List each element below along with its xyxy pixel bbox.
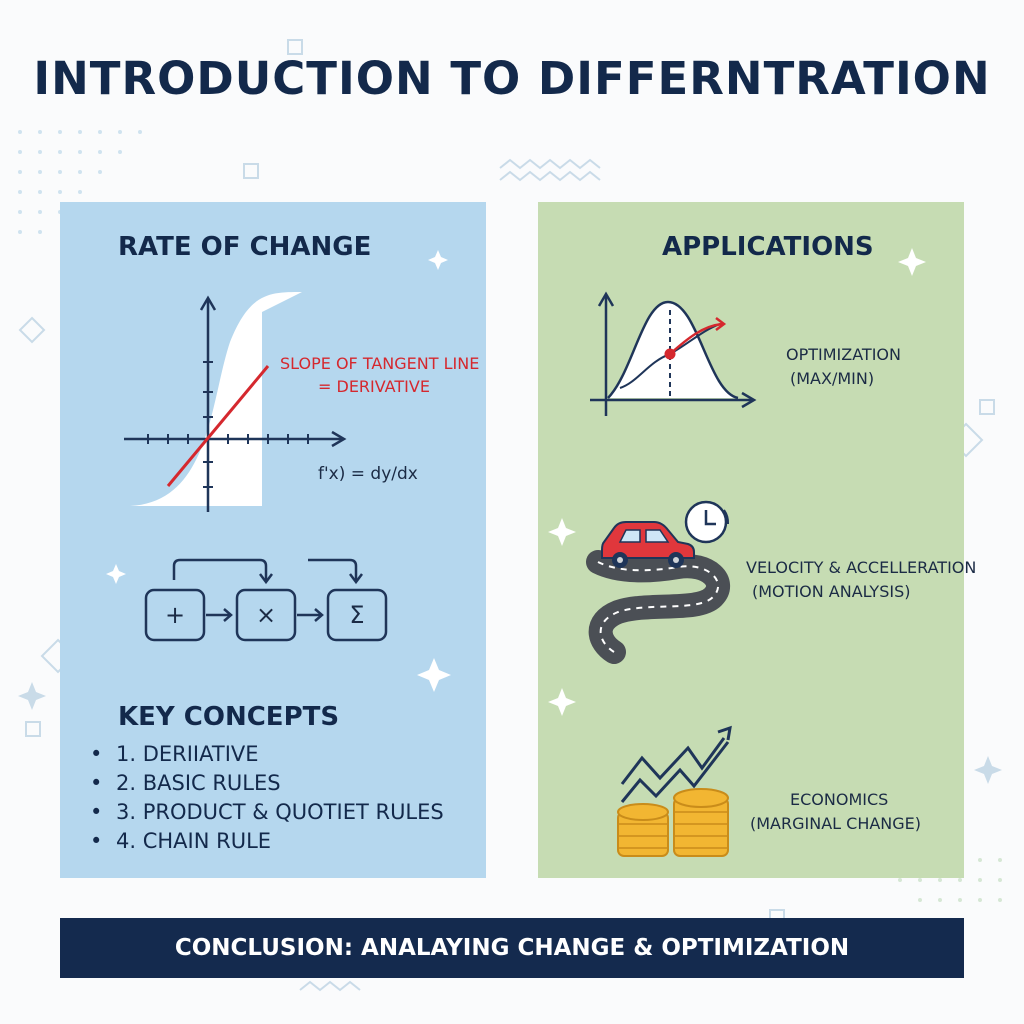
curve-shape — [130, 292, 302, 506]
optimization-curve-icon — [590, 291, 757, 416]
key-concepts-heading: KEY CONCEPTS — [118, 702, 340, 732]
rules-flow-diagram — [144, 558, 388, 642]
zigzag-decoration — [499, 170, 601, 182]
square-outline-decoration — [979, 399, 995, 415]
sparkle-decoration — [548, 248, 926, 716]
sigma-symbol: Σ — [349, 601, 365, 629]
economics-label-line1: ECONOMICS — [790, 790, 889, 809]
derivative-formula: f'x) = dy/dx — [318, 464, 418, 484]
slope-label-line1: SLOPE OF TANGENT LINE — [280, 354, 480, 373]
rate-of-change-heading: RATE OF CHANGE — [118, 232, 372, 262]
sparkle-decoration — [974, 756, 1002, 784]
sparkle-decoration — [18, 682, 46, 710]
axis-ticks — [147, 361, 309, 488]
list-item: 3. PRODUCT & QUOTIET RULES — [90, 798, 480, 827]
dot-pattern-top-left — [18, 130, 142, 234]
square-outline-decoration — [25, 721, 41, 737]
square-outline-decoration — [243, 163, 259, 179]
list-item: 2. BASIC RULES — [90, 769, 480, 798]
sigma-box — [326, 588, 388, 642]
car-road-clock-icon — [586, 500, 730, 664]
slope-label-line2: = DERIVATIVE — [318, 377, 430, 396]
key-concepts-list: 1. DERIIATIVE 2. BASIC RULES 3. PRODUCT … — [90, 740, 480, 856]
velocity-label-line2: (MOTION ANALYSIS) — [752, 582, 911, 601]
square-outline-decoration — [287, 39, 303, 55]
optimization-label-line2: (MAX/MIN) — [790, 369, 875, 388]
graph-axes — [124, 295, 347, 512]
zigzag-decoration — [299, 980, 361, 992]
economics-label-line2: (MARGINAL CHANGE) — [750, 814, 922, 833]
velocity-label-line1: VELOCITY & ACCELLERATION — [746, 558, 977, 577]
tangent-line — [166, 365, 270, 487]
times-symbol: × — [255, 601, 277, 629]
diamond-outline-decoration — [18, 316, 46, 344]
zigzag-decoration — [499, 158, 601, 170]
conclusion-banner: CONCLUSION: ANALAYING CHANGE & OPTIMIZAT… — [60, 918, 964, 978]
list-item: 4. CHAIN RULE — [90, 827, 480, 856]
plus-symbol: + — [164, 601, 186, 629]
applications-heading: APPLICATIONS — [662, 232, 874, 262]
sparkle-decoration — [106, 250, 451, 692]
plus-box — [144, 588, 206, 642]
coins-growth-arrow-icon — [617, 725, 732, 857]
optimization-label-line1: OPTIMIZATION — [786, 345, 901, 364]
times-box — [235, 588, 297, 642]
applications-illustrations — [548, 248, 926, 857]
page-title: INTRODUCTION TO DIFFERNTRATION — [33, 52, 991, 105]
list-item: 1. DERIIATIVE — [90, 740, 480, 769]
derivative-graph-illustration — [106, 250, 451, 692]
